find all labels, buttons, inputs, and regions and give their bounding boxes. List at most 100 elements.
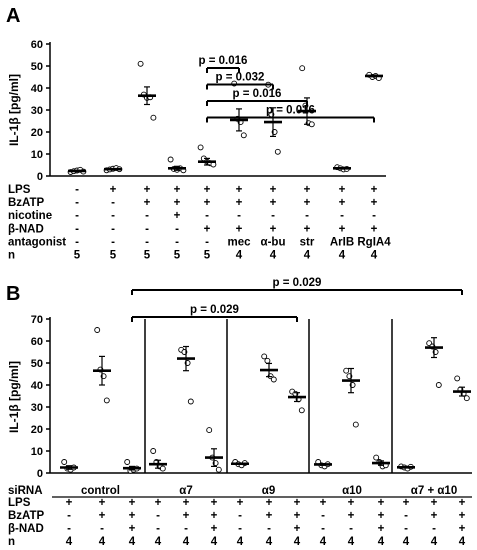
y-tick-label: 40 (31, 83, 43, 95)
condition-cell: + (403, 497, 410, 509)
condition-cell: + (183, 510, 190, 522)
condition-row-label: n (8, 250, 15, 262)
condition-cell: - (75, 223, 79, 235)
y-tick-label: 20 (31, 424, 43, 436)
condition-cell: + (371, 197, 378, 209)
condition-cell: + (339, 223, 346, 235)
y-axis-title: IL-1β [pg/ml] (7, 74, 21, 146)
condition-cell: + (348, 497, 355, 509)
condition-cell: + (183, 497, 190, 509)
condition-cell: + (236, 223, 243, 235)
condition-cell: - (372, 210, 376, 222)
condition-cell: 4 (348, 536, 355, 548)
sirna-group-label: α10 (342, 485, 362, 497)
data-point (270, 376, 277, 383)
condition-cell: + (320, 497, 327, 509)
condition-cell: 5 (110, 250, 117, 262)
condition-cell: - (237, 210, 241, 222)
condition-cell: - (111, 236, 115, 248)
condition-cell: - (111, 197, 115, 209)
condition-cell: - (321, 510, 325, 522)
condition-cell: 4 (304, 250, 311, 262)
condition-cell: + (236, 197, 243, 209)
condition-cell: 4 (99, 536, 106, 548)
condition-cell: 4 (211, 536, 218, 548)
data-point (373, 454, 380, 461)
condition-cell: 4 (339, 250, 346, 262)
condition-cell: + (237, 497, 244, 509)
condition-cell: + (459, 497, 466, 509)
condition-cell: 4 (66, 536, 73, 548)
y-tick-label: 50 (31, 61, 43, 73)
condition-cell: + (371, 184, 378, 196)
condition-cell: - (267, 523, 271, 535)
condition-cell: + (270, 223, 277, 235)
condition-cell: + (174, 197, 181, 209)
condition-cell: + (129, 510, 136, 522)
condition-row-label: BzATP (8, 510, 45, 522)
condition-cell: + (211, 523, 218, 535)
condition-cell: + (99, 510, 106, 522)
condition-cell: - (156, 523, 160, 535)
p-value-label: p = 0.016 (233, 88, 282, 100)
condition-cell: α-bu (261, 236, 286, 248)
condition-cell: 5 (204, 250, 211, 262)
condition-cell: + (304, 184, 311, 196)
sirna-group-label: α7 (179, 485, 192, 497)
y-tick-label: 10 (31, 446, 43, 458)
condition-cell: + (266, 497, 273, 509)
condition-cell: - (271, 210, 275, 222)
condition-cell: - (67, 523, 71, 535)
condition-cell: - (205, 236, 209, 248)
condition-cell: + (204, 197, 211, 209)
condition-cell: - (111, 210, 115, 222)
y-axis-title: IL-1β [pg/ml] (7, 361, 21, 433)
condition-cell: 4 (266, 536, 273, 548)
data-point (463, 395, 470, 402)
y-tick-label: 60 (31, 336, 43, 348)
data-point (206, 427, 213, 434)
condition-row-label: antagonist (8, 236, 66, 248)
condition-cell: + (431, 510, 438, 522)
condition-cell: + (155, 497, 162, 509)
condition-cell: + (304, 197, 311, 209)
condition-row-label: n (8, 536, 15, 548)
condition-cell: 4 (236, 250, 243, 262)
condition-cell: - (145, 210, 149, 222)
y-tick-label: 40 (31, 380, 43, 392)
y-tick-label: 50 (31, 358, 43, 370)
condition-cell: + (110, 184, 117, 196)
y-tick-label: 70 (31, 314, 43, 326)
condition-cell: 4 (294, 536, 301, 548)
data-point (197, 144, 204, 151)
condition-cell: mec (227, 236, 251, 248)
data-point (343, 367, 350, 374)
data-point (261, 353, 268, 360)
condition-row-label: BzATP (8, 197, 45, 209)
data-point (352, 421, 359, 428)
condition-cell: + (236, 184, 243, 196)
condition-cell: 4 (183, 536, 190, 548)
data-point (187, 398, 194, 405)
condition-cell: + (459, 523, 466, 535)
condition-cell: 4 (320, 536, 327, 548)
condition-cell: - (305, 210, 309, 222)
condition-cell: - (340, 210, 344, 222)
data-point (124, 459, 131, 465)
condition-cell: + (66, 497, 73, 509)
condition-cell: + (266, 510, 273, 522)
data-point (215, 466, 222, 473)
condition-cell: - (349, 523, 353, 535)
condition-cell: + (270, 184, 277, 196)
condition-cell: + (378, 523, 385, 535)
sirna-row-label: siRNA (8, 485, 43, 497)
y-tick-label: 60 (31, 39, 43, 51)
p-value-label: p = 0.029 (273, 277, 322, 289)
condition-row-label: LPS (8, 497, 31, 509)
condition-cell: - (175, 236, 179, 248)
data-point (299, 65, 306, 72)
p-value-label: p = 0.029 (190, 304, 239, 316)
condition-cell: + (378, 497, 385, 509)
data-point (274, 148, 281, 155)
p-value-label: p = 0.016 (199, 55, 248, 67)
